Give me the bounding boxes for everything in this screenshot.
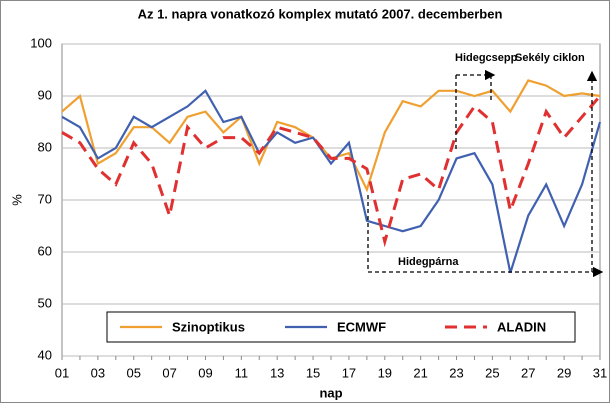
series-line <box>61 95 602 248</box>
legend-label: ECMWF <box>337 319 386 334</box>
y-axis-label: % <box>9 194 24 206</box>
y-tick-label: 70 <box>38 191 52 206</box>
legend-items: Szinoptikus ECMWF ALADIN <box>120 319 546 334</box>
x-tick-label: 03 <box>91 365 105 380</box>
annotation: Hidegpárna <box>398 256 459 268</box>
x-tick-label: 09 <box>198 365 212 380</box>
x-tick-label: 13 <box>270 365 284 380</box>
x-tick-label: 17 <box>342 365 356 380</box>
legend-label: ALADIN <box>497 319 546 334</box>
grid: 40 50 60 70 80 90 100 01 03 05 07 09 11 13 15 17 19 21 23 2… <box>30 35 607 380</box>
x-tick-label: 29 <box>557 365 571 380</box>
annotation: Hidegcsepp <box>455 52 518 64</box>
annotations <box>367 69 604 278</box>
chart-title: Az 1. napra vonatkozó komplex mutató 200… <box>138 6 503 21</box>
annotation: Sekély ciklon <box>515 52 585 64</box>
lines <box>61 79 602 274</box>
y-tick-label: 90 <box>38 87 52 102</box>
x-tick-label: 15 <box>306 365 320 380</box>
x-tick-label: 27 <box>521 365 535 380</box>
x-axis-label: nap <box>319 385 342 400</box>
x-tick-label: 19 <box>378 365 392 380</box>
y-tick-label: 50 <box>38 295 52 310</box>
x-tick-label: 07 <box>162 365 176 380</box>
y-tick-label: 100 <box>30 35 52 50</box>
x-tick-label: 01 <box>55 365 69 380</box>
x-tick-label: 23 <box>449 365 463 380</box>
legend-label: Szinoptikus <box>172 319 245 334</box>
y-tick-label: 60 <box>38 243 52 258</box>
x-tick-label: 11 <box>235 365 249 380</box>
x-tick-label: 25 <box>485 365 499 380</box>
y-tick-label: 40 <box>38 347 52 362</box>
y-tick-label: 80 <box>38 139 52 154</box>
series-line <box>61 89 602 274</box>
x-tick-label: 31 <box>593 365 607 380</box>
legend <box>106 311 576 343</box>
x-tick-label: 05 <box>126 365 140 380</box>
x-tick-label: 21 <box>413 365 427 380</box>
